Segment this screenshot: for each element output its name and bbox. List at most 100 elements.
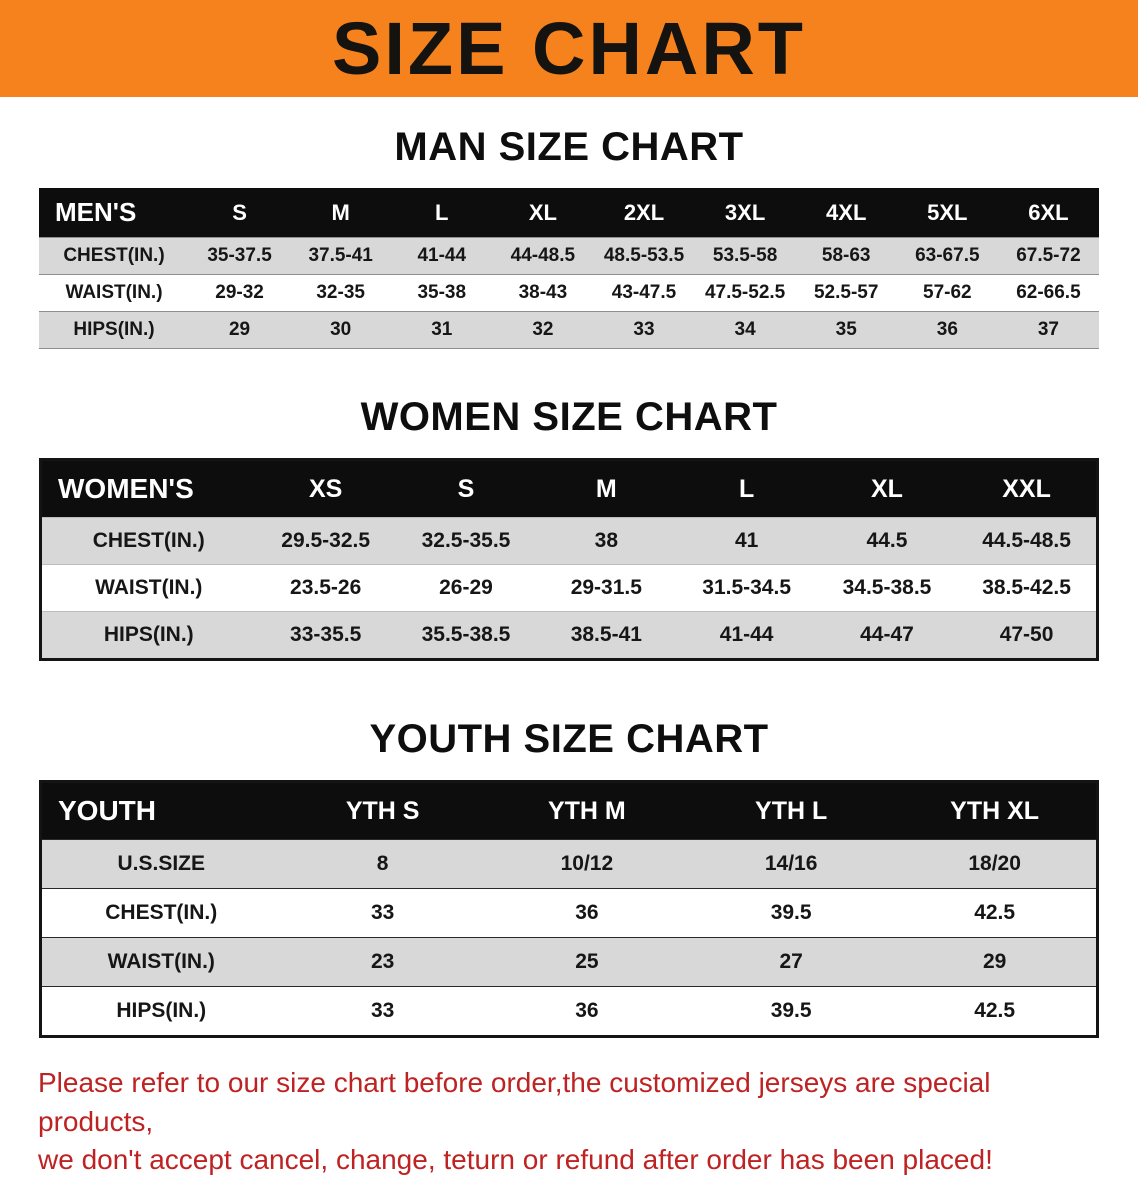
men-chest-row: CHEST(IN.) 35-37.5 37.5-41 41-44 44-48.5… [39, 237, 1099, 275]
row-label: WAIST(IN.) [40, 564, 256, 612]
size-value: 29.5-32.5 [255, 517, 396, 565]
size-column-header: YTH L [689, 781, 894, 840]
size-value: 39.5 [689, 888, 894, 938]
banner: SIZE CHART [0, 0, 1138, 97]
size-column-header: 4XL [795, 188, 897, 238]
size-value: 25 [484, 937, 689, 987]
size-value: 63-67.5 [896, 237, 998, 275]
size-value: 32-35 [290, 274, 392, 312]
size-column-header: 2XL [593, 188, 695, 238]
women-table-header-row: WOMEN'S XS S M L XL XXL [40, 459, 1098, 518]
size-value: 47-50 [957, 611, 1098, 660]
women-section-heading: WOMEN SIZE CHART [360, 395, 778, 439]
size-value: 33 [593, 311, 695, 349]
row-label: U.S.SIZE [40, 839, 281, 889]
men-table-header-row: MEN'S S M L XL 2XL 3XL 4XL 5XL 6XL [39, 188, 1099, 238]
size-value: 67.5-72 [997, 237, 1099, 275]
size-column-header: M [536, 459, 677, 518]
size-value: 39.5 [689, 986, 894, 1037]
youth-waist-row: WAIST(IN.) 23 25 27 29 [40, 937, 1098, 987]
size-value: 34 [694, 311, 796, 349]
size-value: 57-62 [896, 274, 998, 312]
size-value: 32 [492, 311, 594, 349]
row-label: HIPS(IN.) [40, 986, 281, 1037]
women-table-corner-label: WOMEN'S [40, 459, 256, 518]
size-value: 62-66.5 [997, 274, 1099, 312]
row-label: CHEST(IN.) [39, 237, 189, 275]
size-value: 27 [689, 937, 894, 987]
row-label: HIPS(IN.) [39, 311, 189, 349]
size-value: 44-48.5 [492, 237, 594, 275]
size-value: 48.5-53.5 [593, 237, 695, 275]
size-value: 29-31.5 [536, 564, 677, 612]
size-value: 23.5-26 [255, 564, 396, 612]
footer-disclaimer: Please refer to our size chart before or… [0, 1064, 1138, 1180]
women-size-table: WOMEN'S XS S M L XL XXL CHEST(IN.) 29.5-… [39, 458, 1099, 661]
row-label: WAIST(IN.) [39, 274, 189, 312]
size-value: 31 [391, 311, 493, 349]
size-value: 47.5-52.5 [694, 274, 796, 312]
youth-table-corner-label: YOUTH [40, 781, 281, 840]
youth-table-header-row: YOUTH YTH S YTH M YTH L YTH XL [40, 781, 1098, 840]
women-hips-row: HIPS(IN.) 33-35.5 35.5-38.5 38.5-41 41-4… [40, 611, 1098, 660]
size-column-header: YTH S [280, 781, 485, 840]
size-value: 26-29 [395, 564, 537, 612]
youth-section: YOUTH SIZE CHART YOUTH YTH S YTH M YTH L… [0, 717, 1138, 1038]
size-value: 29 [189, 311, 291, 349]
page-title: SIZE CHART [332, 6, 806, 90]
youth-section-heading: YOUTH SIZE CHART [369, 717, 769, 761]
size-value: 52.5-57 [795, 274, 897, 312]
size-value: 8 [280, 839, 485, 889]
size-value: 37 [997, 311, 1099, 349]
size-column-header: M [290, 188, 392, 238]
size-column-header: L [391, 188, 493, 238]
size-column-header: 6XL [997, 188, 1099, 238]
size-value: 53.5-58 [694, 237, 796, 275]
size-value: 42.5 [893, 888, 1098, 938]
size-value: 41-44 [391, 237, 493, 275]
footer-line-1: Please refer to our size chart before or… [38, 1067, 991, 1137]
size-value: 36 [896, 311, 998, 349]
size-value: 14/16 [689, 839, 894, 889]
size-column-header: S [189, 188, 291, 238]
row-label: WAIST(IN.) [40, 937, 281, 987]
size-value: 18/20 [893, 839, 1098, 889]
size-value: 38-43 [492, 274, 594, 312]
footer-line-2: we don't accept cancel, change, teturn o… [38, 1144, 993, 1176]
size-column-header: L [676, 459, 817, 518]
men-table-corner-label: MEN'S [39, 188, 189, 238]
size-value: 42.5 [893, 986, 1098, 1037]
size-column-header: YTH XL [893, 781, 1098, 840]
youth-ussize-row: U.S.SIZE 8 10/12 14/16 18/20 [40, 839, 1098, 889]
women-waist-row: WAIST(IN.) 23.5-26 26-29 29-31.5 31.5-34… [40, 564, 1098, 612]
men-section-heading: MAN SIZE CHART [394, 125, 744, 169]
size-column-header: YTH M [484, 781, 689, 840]
size-column-header: 3XL [694, 188, 796, 238]
men-size-table: MEN'S S M L XL 2XL 3XL 4XL 5XL 6XL CHEST… [39, 188, 1099, 349]
women-section: WOMEN SIZE CHART WOMEN'S XS S M L XL XXL… [0, 395, 1138, 661]
size-value: 44.5-48.5 [957, 517, 1098, 565]
size-value: 35-38 [391, 274, 493, 312]
size-value: 23 [280, 937, 485, 987]
size-value: 35.5-38.5 [395, 611, 537, 660]
size-column-header: 5XL [896, 188, 998, 238]
women-chest-row: CHEST(IN.) 29.5-32.5 32.5-35.5 38 41 44.… [40, 517, 1098, 565]
size-value: 33 [280, 888, 485, 938]
size-value: 44.5 [816, 517, 958, 565]
size-value: 34.5-38.5 [816, 564, 958, 612]
size-column-header: XXL [957, 459, 1098, 518]
size-value: 38.5-41 [536, 611, 677, 660]
youth-hips-row: HIPS(IN.) 33 36 39.5 42.5 [40, 986, 1098, 1037]
size-column-header: XS [255, 459, 396, 518]
row-label: HIPS(IN.) [40, 611, 256, 660]
size-column-header: XL [492, 188, 594, 238]
size-value: 38 [536, 517, 677, 565]
size-value: 44-47 [816, 611, 958, 660]
youth-size-table: YOUTH YTH S YTH M YTH L YTH XL U.S.SIZE … [39, 780, 1099, 1038]
row-label: CHEST(IN.) [40, 888, 281, 938]
size-value: 30 [290, 311, 392, 349]
youth-chest-row: CHEST(IN.) 33 36 39.5 42.5 [40, 888, 1098, 938]
size-value: 37.5-41 [290, 237, 392, 275]
size-value: 36 [484, 986, 689, 1037]
